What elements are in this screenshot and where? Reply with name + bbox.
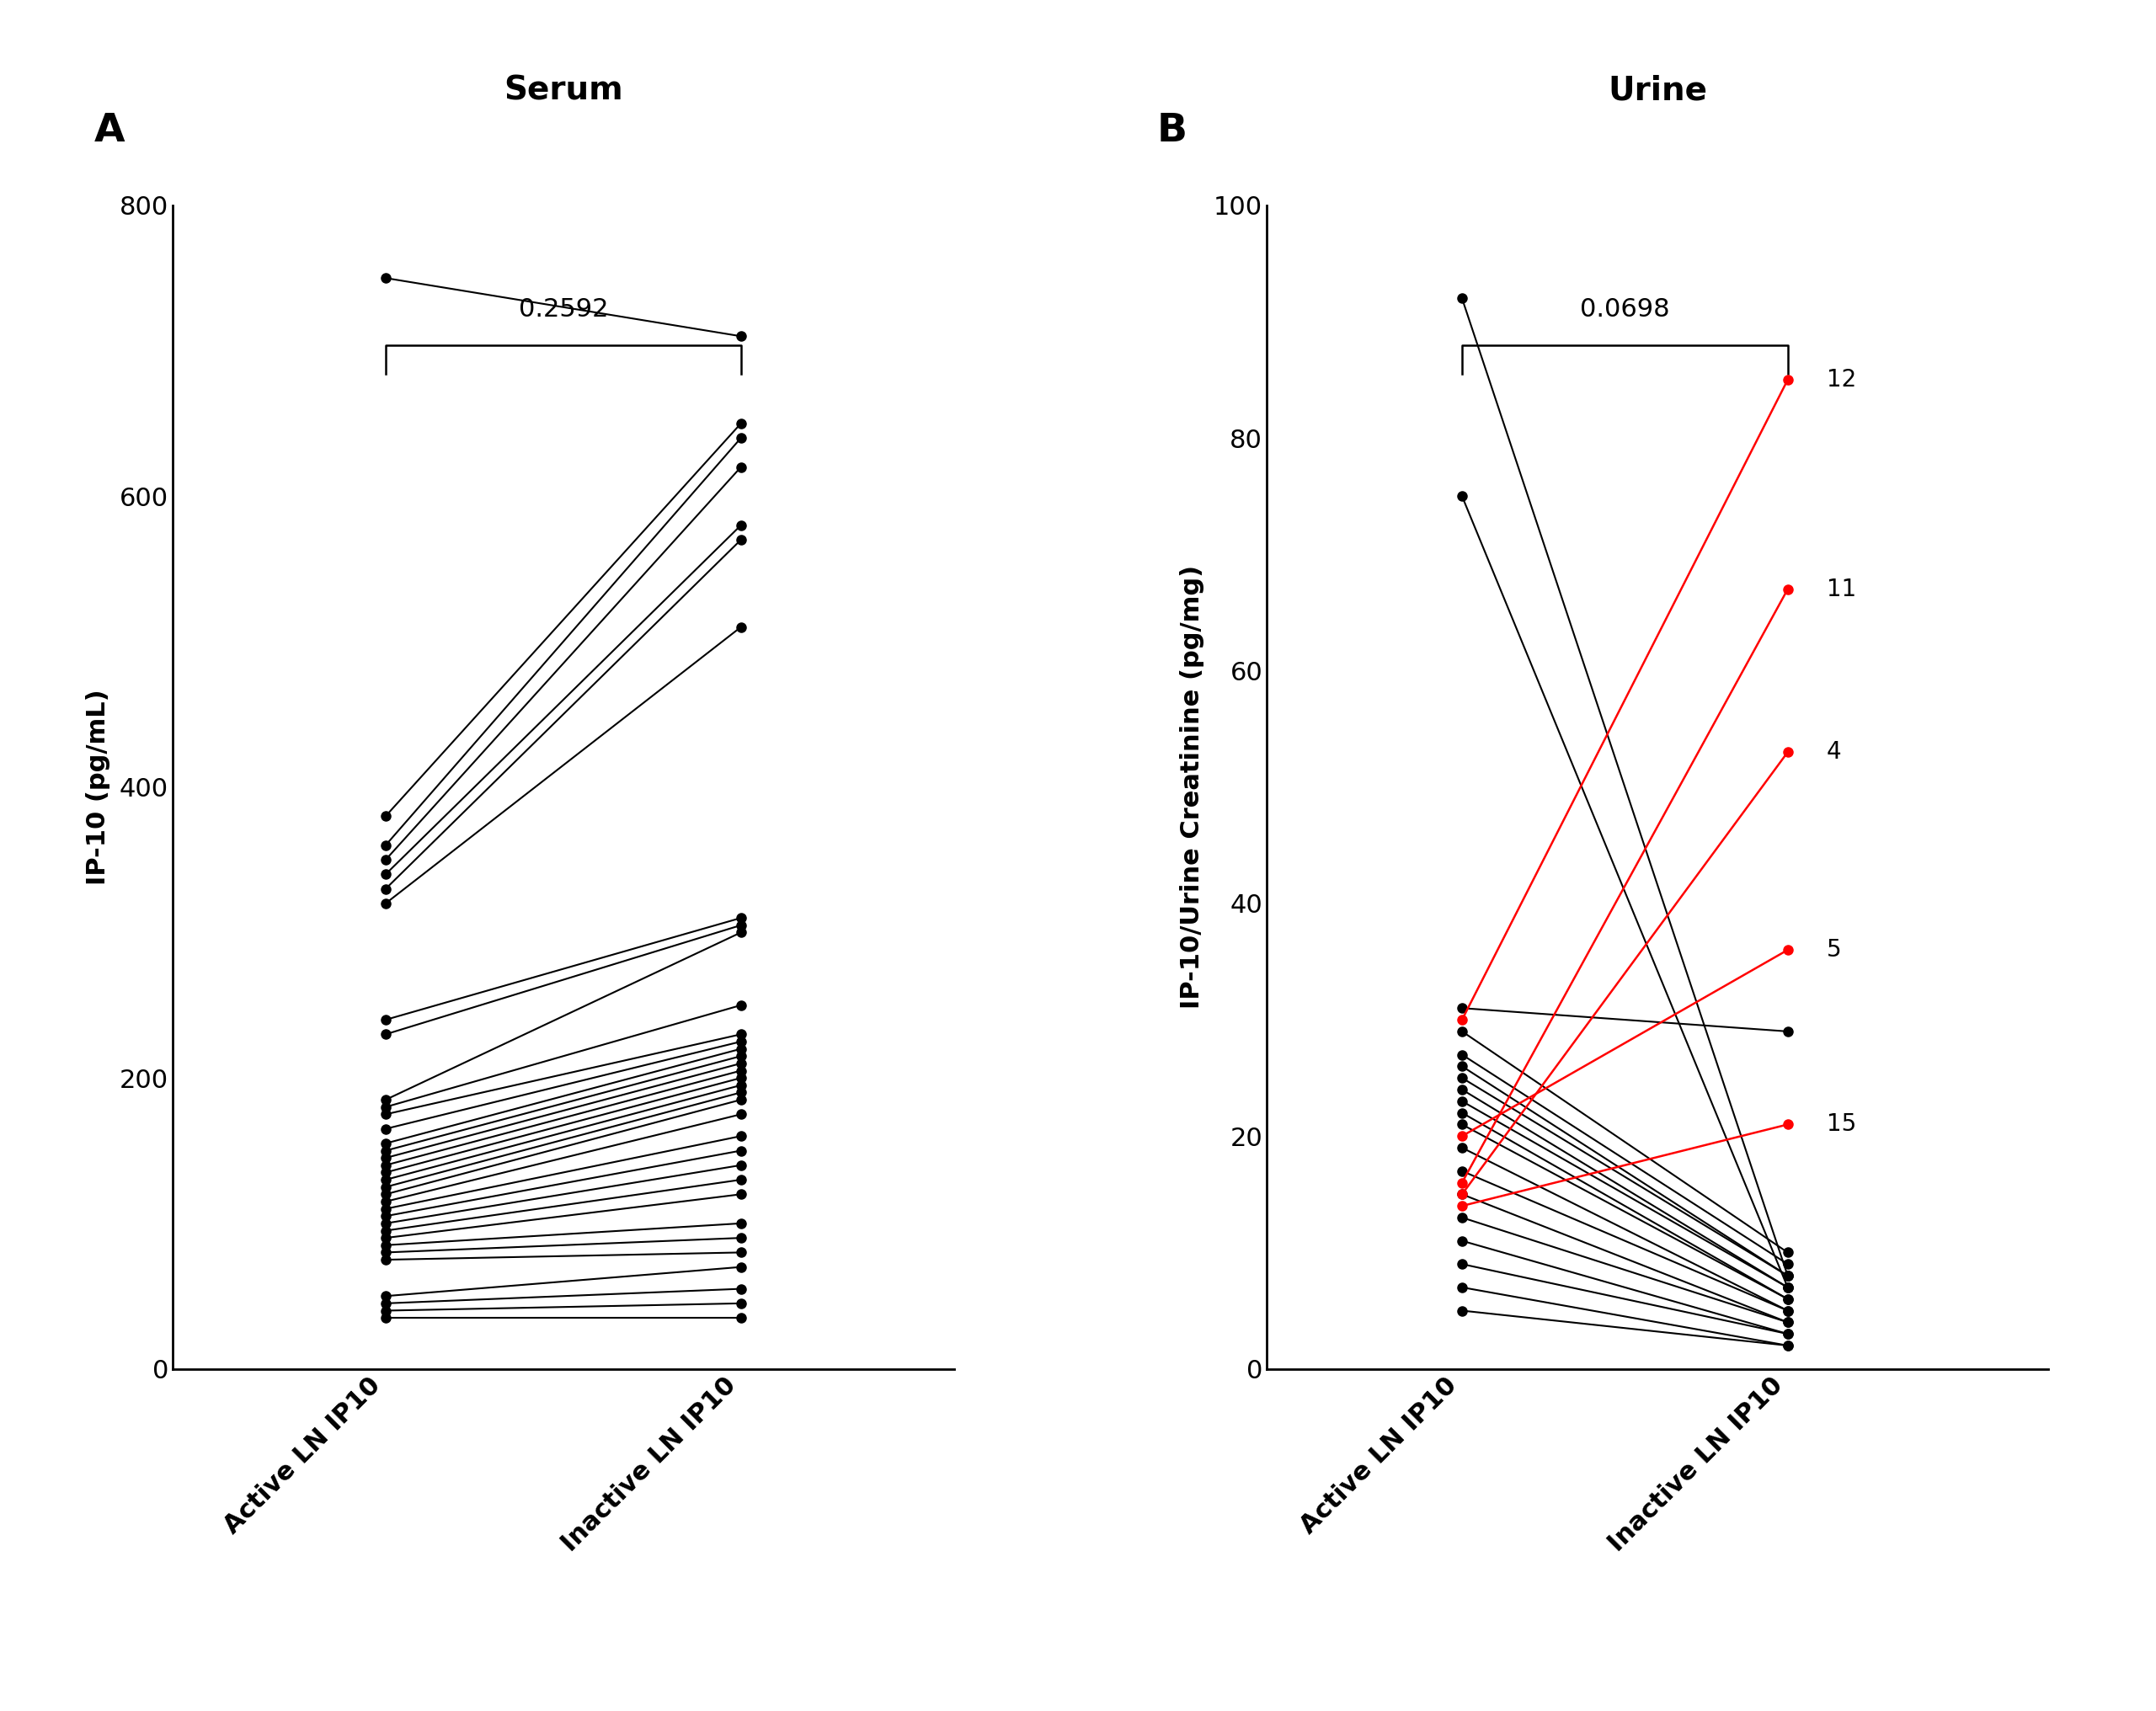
Text: 15: 15 (1826, 1112, 1856, 1136)
Text: B: B (1158, 113, 1188, 151)
Text: 0.0698: 0.0698 (1580, 298, 1669, 322)
Title: Urine: Urine (1608, 75, 1708, 106)
Text: 5: 5 (1826, 938, 1841, 962)
Text: A: A (95, 113, 125, 151)
Text: 11: 11 (1826, 578, 1856, 601)
Text: 0.2592: 0.2592 (517, 298, 608, 322)
Y-axis label: IP-10 (pg/mL): IP-10 (pg/mL) (86, 690, 110, 885)
Title: Serum: Serum (505, 75, 623, 106)
Text: 12: 12 (1826, 368, 1856, 392)
Text: 4: 4 (1826, 741, 1841, 763)
Y-axis label: IP-10/Urine Creatinine (pg/mg): IP-10/Urine Creatinine (pg/mg) (1179, 565, 1205, 1009)
